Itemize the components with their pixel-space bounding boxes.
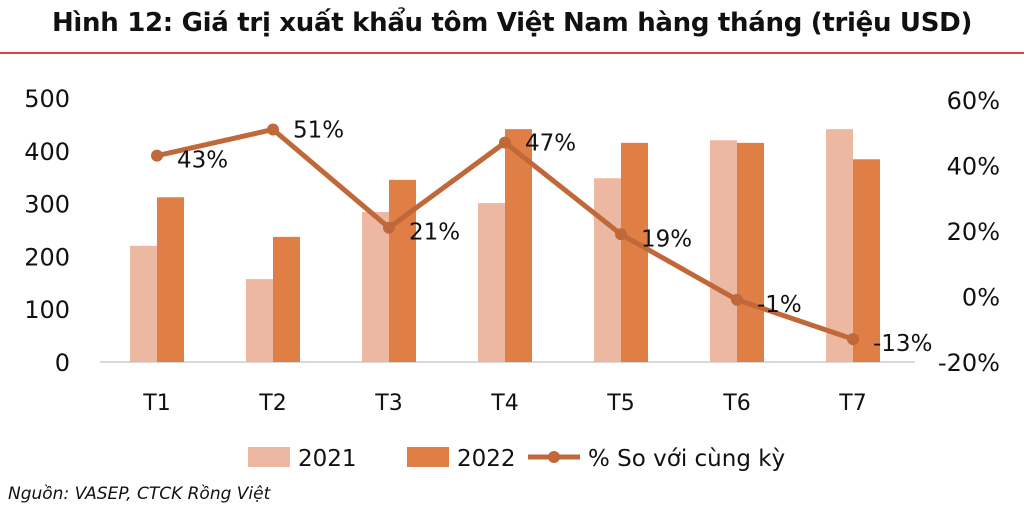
x-axis-tick: T4 xyxy=(490,391,518,416)
title-underline xyxy=(0,52,1024,54)
yoy-point xyxy=(847,333,859,346)
yoy-point xyxy=(499,136,511,149)
legend-swatch-2021 xyxy=(248,447,290,467)
right-axis-tick: -20% xyxy=(938,349,1000,377)
bar-2021 xyxy=(594,178,621,362)
left-axis-tick: 300 xyxy=(24,191,70,219)
bar-2021 xyxy=(246,279,273,362)
legend-label-yoy: % So với cùng kỳ xyxy=(588,446,785,472)
bar-2021 xyxy=(826,129,853,362)
yoy-data-label: -13% xyxy=(873,331,932,357)
yoy-data-label: 47% xyxy=(525,131,576,157)
legend-swatch-2022 xyxy=(407,447,449,467)
x-axis-tick: T6 xyxy=(722,391,750,416)
bar-2022 xyxy=(737,142,764,362)
yoy-data-label: 43% xyxy=(177,148,228,174)
x-axis-tick: T5 xyxy=(606,391,634,416)
right-axis-tick: 40% xyxy=(947,153,1000,181)
chart-title: Hình 12: Giá trị xuất khẩu tôm Việt Nam … xyxy=(51,8,973,38)
yoy-data-label: -1% xyxy=(757,292,802,318)
yoy-data-label: 21% xyxy=(409,220,460,246)
bar-2021 xyxy=(710,140,737,362)
left-axis-tick: 400 xyxy=(24,138,70,166)
bar-2022 xyxy=(505,129,532,362)
bar-2021 xyxy=(130,245,157,362)
x-axis-tick: T7 xyxy=(838,391,866,416)
yoy-data-label: 51% xyxy=(293,117,344,143)
bar-2022 xyxy=(273,236,300,362)
x-axis-tick: T2 xyxy=(258,391,286,416)
yoy-point xyxy=(615,228,627,241)
right-axis-tick: 60% xyxy=(947,87,1000,115)
source-note: Nguồn: VASEP, CTCK Rồng Việt xyxy=(8,484,271,504)
yoy-point xyxy=(151,149,163,162)
bar-2022 xyxy=(621,142,648,362)
left-axis-tick: 0 xyxy=(55,349,70,377)
bar-2022 xyxy=(157,197,184,362)
yoy-point xyxy=(267,123,279,136)
bar-2021 xyxy=(362,212,389,362)
left-axis-tick: 500 xyxy=(24,85,70,113)
legend-label-2022: 2022 xyxy=(457,446,516,472)
left-axis-tick: 200 xyxy=(24,243,70,271)
bar-2022 xyxy=(389,179,416,362)
bar-2022 xyxy=(853,159,880,362)
left-axis-tick: 100 xyxy=(24,296,70,324)
legend-label-2021: 2021 xyxy=(298,446,357,472)
legend-marker-yoy xyxy=(548,451,560,463)
x-axis-tick: T3 xyxy=(374,391,402,416)
yoy-data-label: 19% xyxy=(641,226,692,252)
bar-2021 xyxy=(478,203,505,362)
x-axis-tick: T1 xyxy=(142,391,170,416)
right-axis-tick: 20% xyxy=(947,218,1000,246)
right-axis-tick: 0% xyxy=(962,284,1000,312)
yoy-point xyxy=(383,221,395,234)
yoy-point xyxy=(731,293,743,306)
